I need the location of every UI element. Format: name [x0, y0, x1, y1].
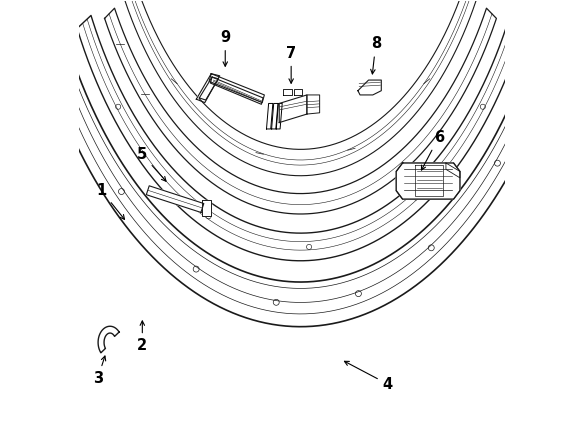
Polygon shape — [276, 104, 282, 129]
Text: 4: 4 — [345, 361, 392, 392]
Polygon shape — [105, 8, 496, 214]
Text: 8: 8 — [371, 36, 381, 74]
Polygon shape — [283, 89, 292, 95]
Text: 5: 5 — [137, 147, 166, 181]
Polygon shape — [272, 104, 278, 129]
Polygon shape — [77, 15, 524, 261]
Text: 6: 6 — [422, 130, 444, 170]
Text: 2: 2 — [137, 321, 147, 354]
Polygon shape — [34, 9, 565, 327]
Polygon shape — [307, 95, 319, 114]
Polygon shape — [396, 163, 460, 199]
Polygon shape — [279, 95, 307, 122]
Polygon shape — [415, 165, 443, 196]
Polygon shape — [446, 163, 460, 178]
Text: 7: 7 — [286, 46, 296, 83]
Polygon shape — [196, 74, 220, 103]
Polygon shape — [209, 74, 265, 104]
Polygon shape — [294, 89, 302, 95]
Text: 1: 1 — [96, 183, 124, 220]
Polygon shape — [147, 186, 204, 212]
Polygon shape — [358, 80, 381, 95]
Text: 3: 3 — [93, 356, 106, 386]
Polygon shape — [124, 0, 477, 176]
Polygon shape — [203, 200, 211, 216]
Polygon shape — [266, 104, 273, 129]
Polygon shape — [98, 326, 119, 353]
Text: 9: 9 — [220, 30, 230, 66]
